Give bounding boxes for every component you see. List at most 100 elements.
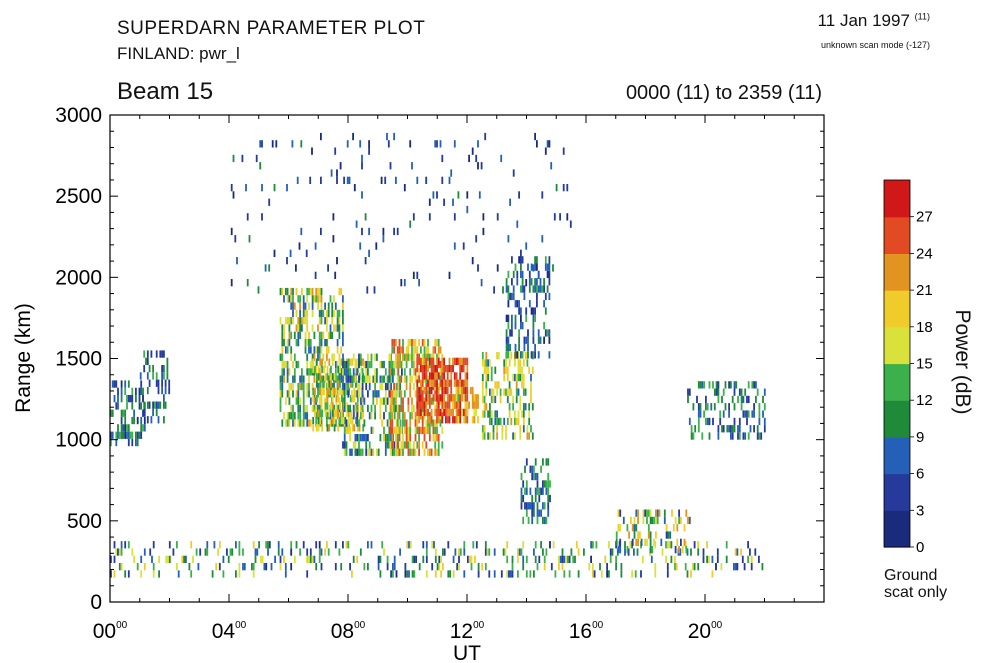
data-cell	[140, 416, 143, 425]
data-cell	[361, 448, 364, 456]
data-cell	[312, 424, 315, 432]
data-cell	[330, 380, 332, 388]
data-cell	[541, 285, 544, 293]
y-tick-label: 2500	[55, 185, 102, 208]
data-cell	[146, 372, 149, 380]
data-cell	[309, 339, 312, 347]
data-cell	[747, 381, 750, 389]
data-cell	[185, 555, 187, 563]
data-cell	[658, 509, 661, 517]
data-cell	[389, 353, 392, 361]
data-cell	[575, 541, 578, 549]
data-cell	[615, 555, 617, 563]
data-cell	[414, 412, 417, 420]
data-cell	[222, 570, 225, 578]
data-cell	[509, 198, 511, 206]
data-cell	[361, 191, 363, 199]
data-cell	[258, 541, 260, 549]
data-cell	[447, 570, 450, 578]
data-cell	[290, 287, 293, 296]
data-cell	[416, 419, 419, 427]
data-cell	[536, 140, 538, 148]
data-cell	[309, 360, 312, 369]
data-cell	[751, 410, 754, 418]
data-cell	[453, 140, 456, 148]
data-cell	[340, 395, 343, 403]
data-cell	[388, 360, 391, 369]
data-cell	[302, 390, 305, 398]
data-cell	[514, 322, 517, 330]
data-cell	[663, 509, 666, 517]
data-cell	[315, 346, 318, 354]
data-cell	[496, 388, 498, 396]
data-cell	[665, 531, 668, 539]
data-cell	[756, 388, 759, 396]
data-cell	[427, 448, 429, 456]
data-cell	[503, 388, 506, 396]
data-cell	[421, 390, 424, 398]
data-cell	[340, 416, 343, 425]
data-cell	[503, 373, 506, 382]
chart-title: SUPERDARN PARAMETER PLOT	[117, 18, 426, 39]
data-cell	[343, 441, 346, 449]
data-cell	[475, 154, 478, 163]
data-cell	[507, 322, 510, 330]
data-cell	[747, 432, 750, 440]
data-cell	[288, 382, 291, 391]
data-cell	[548, 292, 551, 301]
data-cell	[540, 465, 542, 473]
data-cell	[561, 563, 564, 571]
data-cell	[405, 419, 408, 427]
data-cell	[697, 563, 700, 571]
data-cell	[315, 563, 318, 571]
data-cell	[317, 373, 320, 381]
data-cell	[506, 417, 509, 426]
data-cell	[304, 309, 307, 318]
data-cell	[351, 358, 354, 366]
data-cell	[395, 404, 398, 413]
data-cell	[533, 502, 535, 510]
data-cell	[311, 404, 314, 413]
data-cell	[140, 380, 143, 388]
data-cell	[515, 381, 518, 389]
x-tick-label: 1600	[569, 620, 604, 643]
data-cell	[685, 509, 688, 517]
data-cell	[124, 416, 127, 425]
data-cell	[400, 360, 403, 369]
colorbar-swatch	[884, 216, 910, 254]
data-cell	[368, 147, 370, 155]
data-cell	[403, 426, 406, 434]
data-cell	[534, 555, 537, 563]
data-cell	[292, 287, 294, 296]
y-tick-label: 2000	[55, 266, 102, 289]
data-cell	[536, 502, 539, 510]
data-cell	[520, 314, 522, 322]
data-cell	[540, 509, 542, 517]
data-cell	[302, 375, 305, 383]
data-cell	[416, 357, 419, 365]
data-cell	[336, 176, 338, 184]
data-cell	[448, 394, 451, 402]
data-cell	[489, 410, 491, 418]
data-cell	[716, 555, 719, 563]
data-cell	[741, 555, 744, 563]
data-cell	[470, 555, 473, 563]
data-cell	[484, 548, 487, 556]
data-cell	[545, 487, 548, 495]
data-cell	[514, 410, 516, 418]
data-cell	[367, 360, 369, 369]
data-cell	[313, 555, 316, 563]
data-cell	[299, 404, 301, 413]
data-cell	[393, 368, 395, 376]
data-cell	[428, 353, 431, 361]
data-cell	[329, 412, 332, 420]
data-cell	[297, 390, 300, 398]
data-cell	[703, 410, 705, 418]
data-cell	[731, 432, 734, 440]
data-cell	[633, 516, 636, 525]
data-cell	[743, 563, 746, 571]
data-cell	[563, 555, 566, 563]
data-cell	[396, 441, 399, 449]
data-cell	[318, 309, 321, 318]
data-cell	[115, 438, 118, 447]
